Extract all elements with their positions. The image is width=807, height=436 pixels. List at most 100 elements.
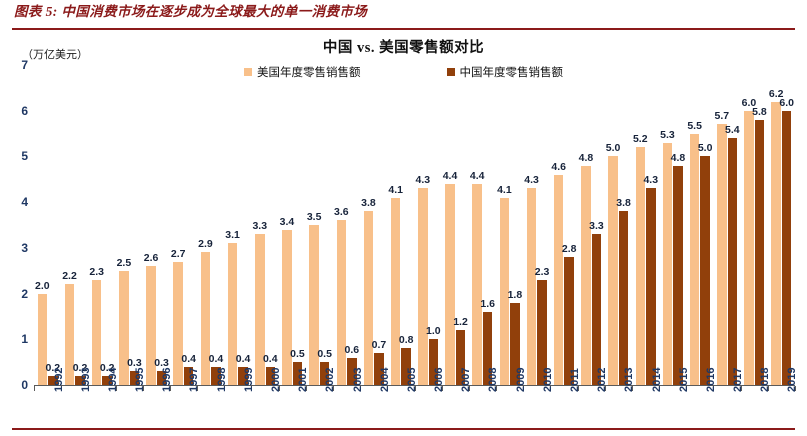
bar-value-label: 4.4 [469, 169, 485, 182]
x-axis-tick [686, 386, 688, 391]
x-axis-tick [550, 386, 552, 391]
x-tick-label: 1992 [52, 367, 65, 392]
bar-value-label: 2.3 [89, 265, 104, 278]
x-axis-tick [169, 386, 171, 391]
bar-cn-2009 [510, 302, 520, 385]
bar-us-2014 [635, 147, 646, 385]
bar-value-label: 3.4 [279, 215, 295, 228]
bar-value-label: 2.0 [35, 279, 50, 292]
bar-value-label: 0.3 [154, 357, 169, 370]
bar-cn-2006 [428, 339, 439, 385]
bar-value-label: 6.2 [768, 87, 784, 100]
bar-value-label: 0.5 [317, 348, 332, 361]
bar-value-label: 1.8 [507, 288, 523, 301]
x-axis-tick [360, 386, 362, 391]
x-tick-label: 1998 [215, 367, 228, 392]
bar-cn-2017 [727, 138, 738, 385]
bar-us-1996 [146, 266, 156, 385]
x-tick-label: 2003 [351, 367, 364, 392]
x-axis-tick [740, 386, 742, 391]
y-tick-label: 2 [21, 286, 28, 301]
bar-value-label: 3.1 [225, 229, 240, 242]
bar-value-label: 4.1 [497, 183, 512, 196]
bar-cn-2010 [537, 279, 547, 385]
x-tick-label: 2011 [568, 368, 581, 392]
x-axis-tick [115, 386, 117, 391]
y-tick-label: 3 [21, 240, 28, 255]
x-axis-tick [305, 386, 307, 391]
bar-value-label: 2.6 [143, 252, 159, 265]
x-axis-tick [767, 386, 769, 391]
bar-value-label: 4.8 [670, 151, 686, 164]
legend-label-us: 美国年度零售销售额 [257, 67, 361, 79]
x-tick-label: 2004 [378, 367, 391, 392]
bar-us-1993 [64, 284, 75, 385]
bar-us-1994 [91, 279, 102, 385]
bar-value-label: 0.7 [371, 339, 387, 351]
x-tick-label: 2002 [324, 367, 337, 392]
x-axis-tick [496, 386, 498, 391]
bar-cn-1998 [211, 366, 221, 385]
bar-cn-1999 [238, 366, 248, 385]
bar-value-label: 0.5 [290, 348, 305, 361]
y-axis-unit-label: （万亿美元） [22, 49, 88, 61]
x-axis-tick [34, 386, 35, 391]
bar-value-label: 2.7 [170, 247, 186, 260]
x-tick-label: 2013 [623, 367, 636, 392]
y-tick-label: 4 [21, 195, 28, 210]
bar-value-label: 4.1 [388, 183, 403, 196]
x-axis-tick [414, 386, 416, 391]
bar-us-2007 [445, 183, 455, 385]
bar-us-2016 [689, 133, 700, 385]
bar-us-2012 [581, 165, 591, 385]
x-tick-label: 2008 [487, 367, 500, 392]
footer-divider [12, 428, 795, 430]
x-tick-label: 2009 [514, 367, 527, 392]
x-tick-label: 1995 [134, 367, 147, 392]
x-tick-label: 2014 [650, 367, 663, 392]
bar-value-label: 4.3 [524, 174, 539, 187]
bar-cn-2001 [292, 362, 303, 385]
bar-value-label: 0.4 [235, 352, 251, 365]
bar-value-label: 4.4 [442, 169, 458, 182]
x-tick-label: 1994 [106, 367, 119, 392]
x-axis-tick [441, 386, 443, 391]
bar-us-2001 [282, 229, 292, 385]
bar-value-label: 0.4 [262, 352, 278, 365]
bar-cn-2018 [754, 119, 765, 385]
bar-us-2010 [526, 188, 537, 385]
bar-cn-2015 [673, 165, 683, 385]
bar-us-2006 [418, 188, 428, 385]
bar-value-label: 0.8 [398, 334, 414, 347]
bar-us-2005 [390, 197, 401, 385]
x-tick-label: 2000 [270, 367, 283, 392]
x-tick-label: 2005 [405, 367, 418, 392]
bar-us-1995 [119, 270, 129, 385]
bar-us-2000 [255, 234, 265, 385]
bar-value-label: 5.3 [660, 128, 675, 141]
bar-value-label: 5.8 [752, 105, 767, 118]
bar-cn-2008 [482, 311, 493, 385]
x-tick-label: 2018 [759, 367, 772, 392]
bar-cn-1997 [183, 366, 194, 385]
x-axis-tick [387, 386, 389, 391]
x-tick-label: 2007 [460, 367, 473, 392]
bar-cn-2011 [564, 257, 574, 385]
bar-cn-2005 [401, 348, 411, 385]
x-axis-tick [278, 386, 280, 391]
bar-us-2004 [363, 211, 374, 385]
bar-cn-1995 [129, 371, 140, 385]
bar-value-label: 1.2 [453, 316, 468, 329]
x-tick-label: 2017 [732, 367, 745, 392]
x-axis-line [34, 385, 795, 387]
bar-cn-2019 [781, 110, 792, 385]
bar-us-2018 [744, 110, 754, 385]
bar-us-2013 [608, 156, 618, 385]
x-axis-tick [251, 386, 253, 391]
header-divider [12, 28, 795, 30]
x-axis-tick [713, 386, 715, 391]
bar-us-2003 [336, 220, 347, 385]
bar-us-1999 [227, 243, 238, 385]
x-tick-label: 2016 [704, 367, 717, 392]
